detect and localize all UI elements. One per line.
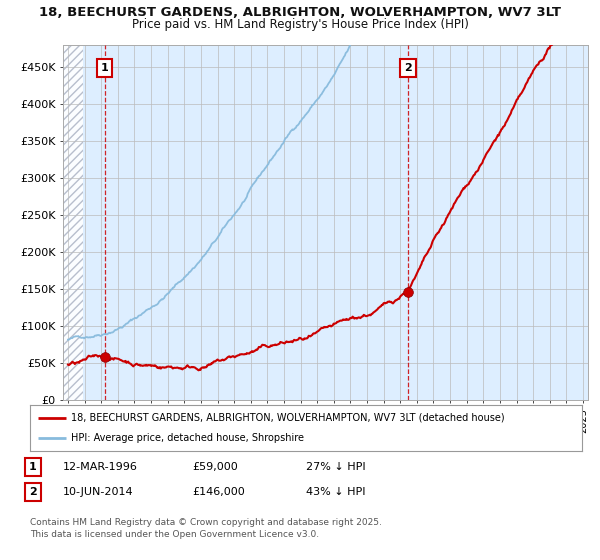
Text: £59,000: £59,000 [192, 462, 238, 472]
Text: 43% ↓ HPI: 43% ↓ HPI [306, 487, 365, 497]
Text: Contains HM Land Registry data © Crown copyright and database right 2025.
This d: Contains HM Land Registry data © Crown c… [30, 518, 382, 539]
Text: Price paid vs. HM Land Registry's House Price Index (HPI): Price paid vs. HM Land Registry's House … [131, 18, 469, 31]
Text: 1: 1 [29, 462, 37, 472]
Text: 18, BEECHURST GARDENS, ALBRIGHTON, WOLVERHAMPTON, WV7 3LT: 18, BEECHURST GARDENS, ALBRIGHTON, WOLVE… [39, 6, 561, 18]
Text: HPI: Average price, detached house, Shropshire: HPI: Average price, detached house, Shro… [71, 433, 304, 444]
Text: 2: 2 [404, 63, 412, 73]
Text: 27% ↓ HPI: 27% ↓ HPI [306, 462, 365, 472]
Text: 18, BEECHURST GARDENS, ALBRIGHTON, WOLVERHAMPTON, WV7 3LT (detached house): 18, BEECHURST GARDENS, ALBRIGHTON, WOLVE… [71, 413, 505, 423]
Text: £146,000: £146,000 [192, 487, 245, 497]
Text: 2: 2 [29, 487, 37, 497]
Text: 12-MAR-1996: 12-MAR-1996 [63, 462, 138, 472]
Text: 10-JUN-2014: 10-JUN-2014 [63, 487, 134, 497]
Text: 1: 1 [101, 63, 109, 73]
